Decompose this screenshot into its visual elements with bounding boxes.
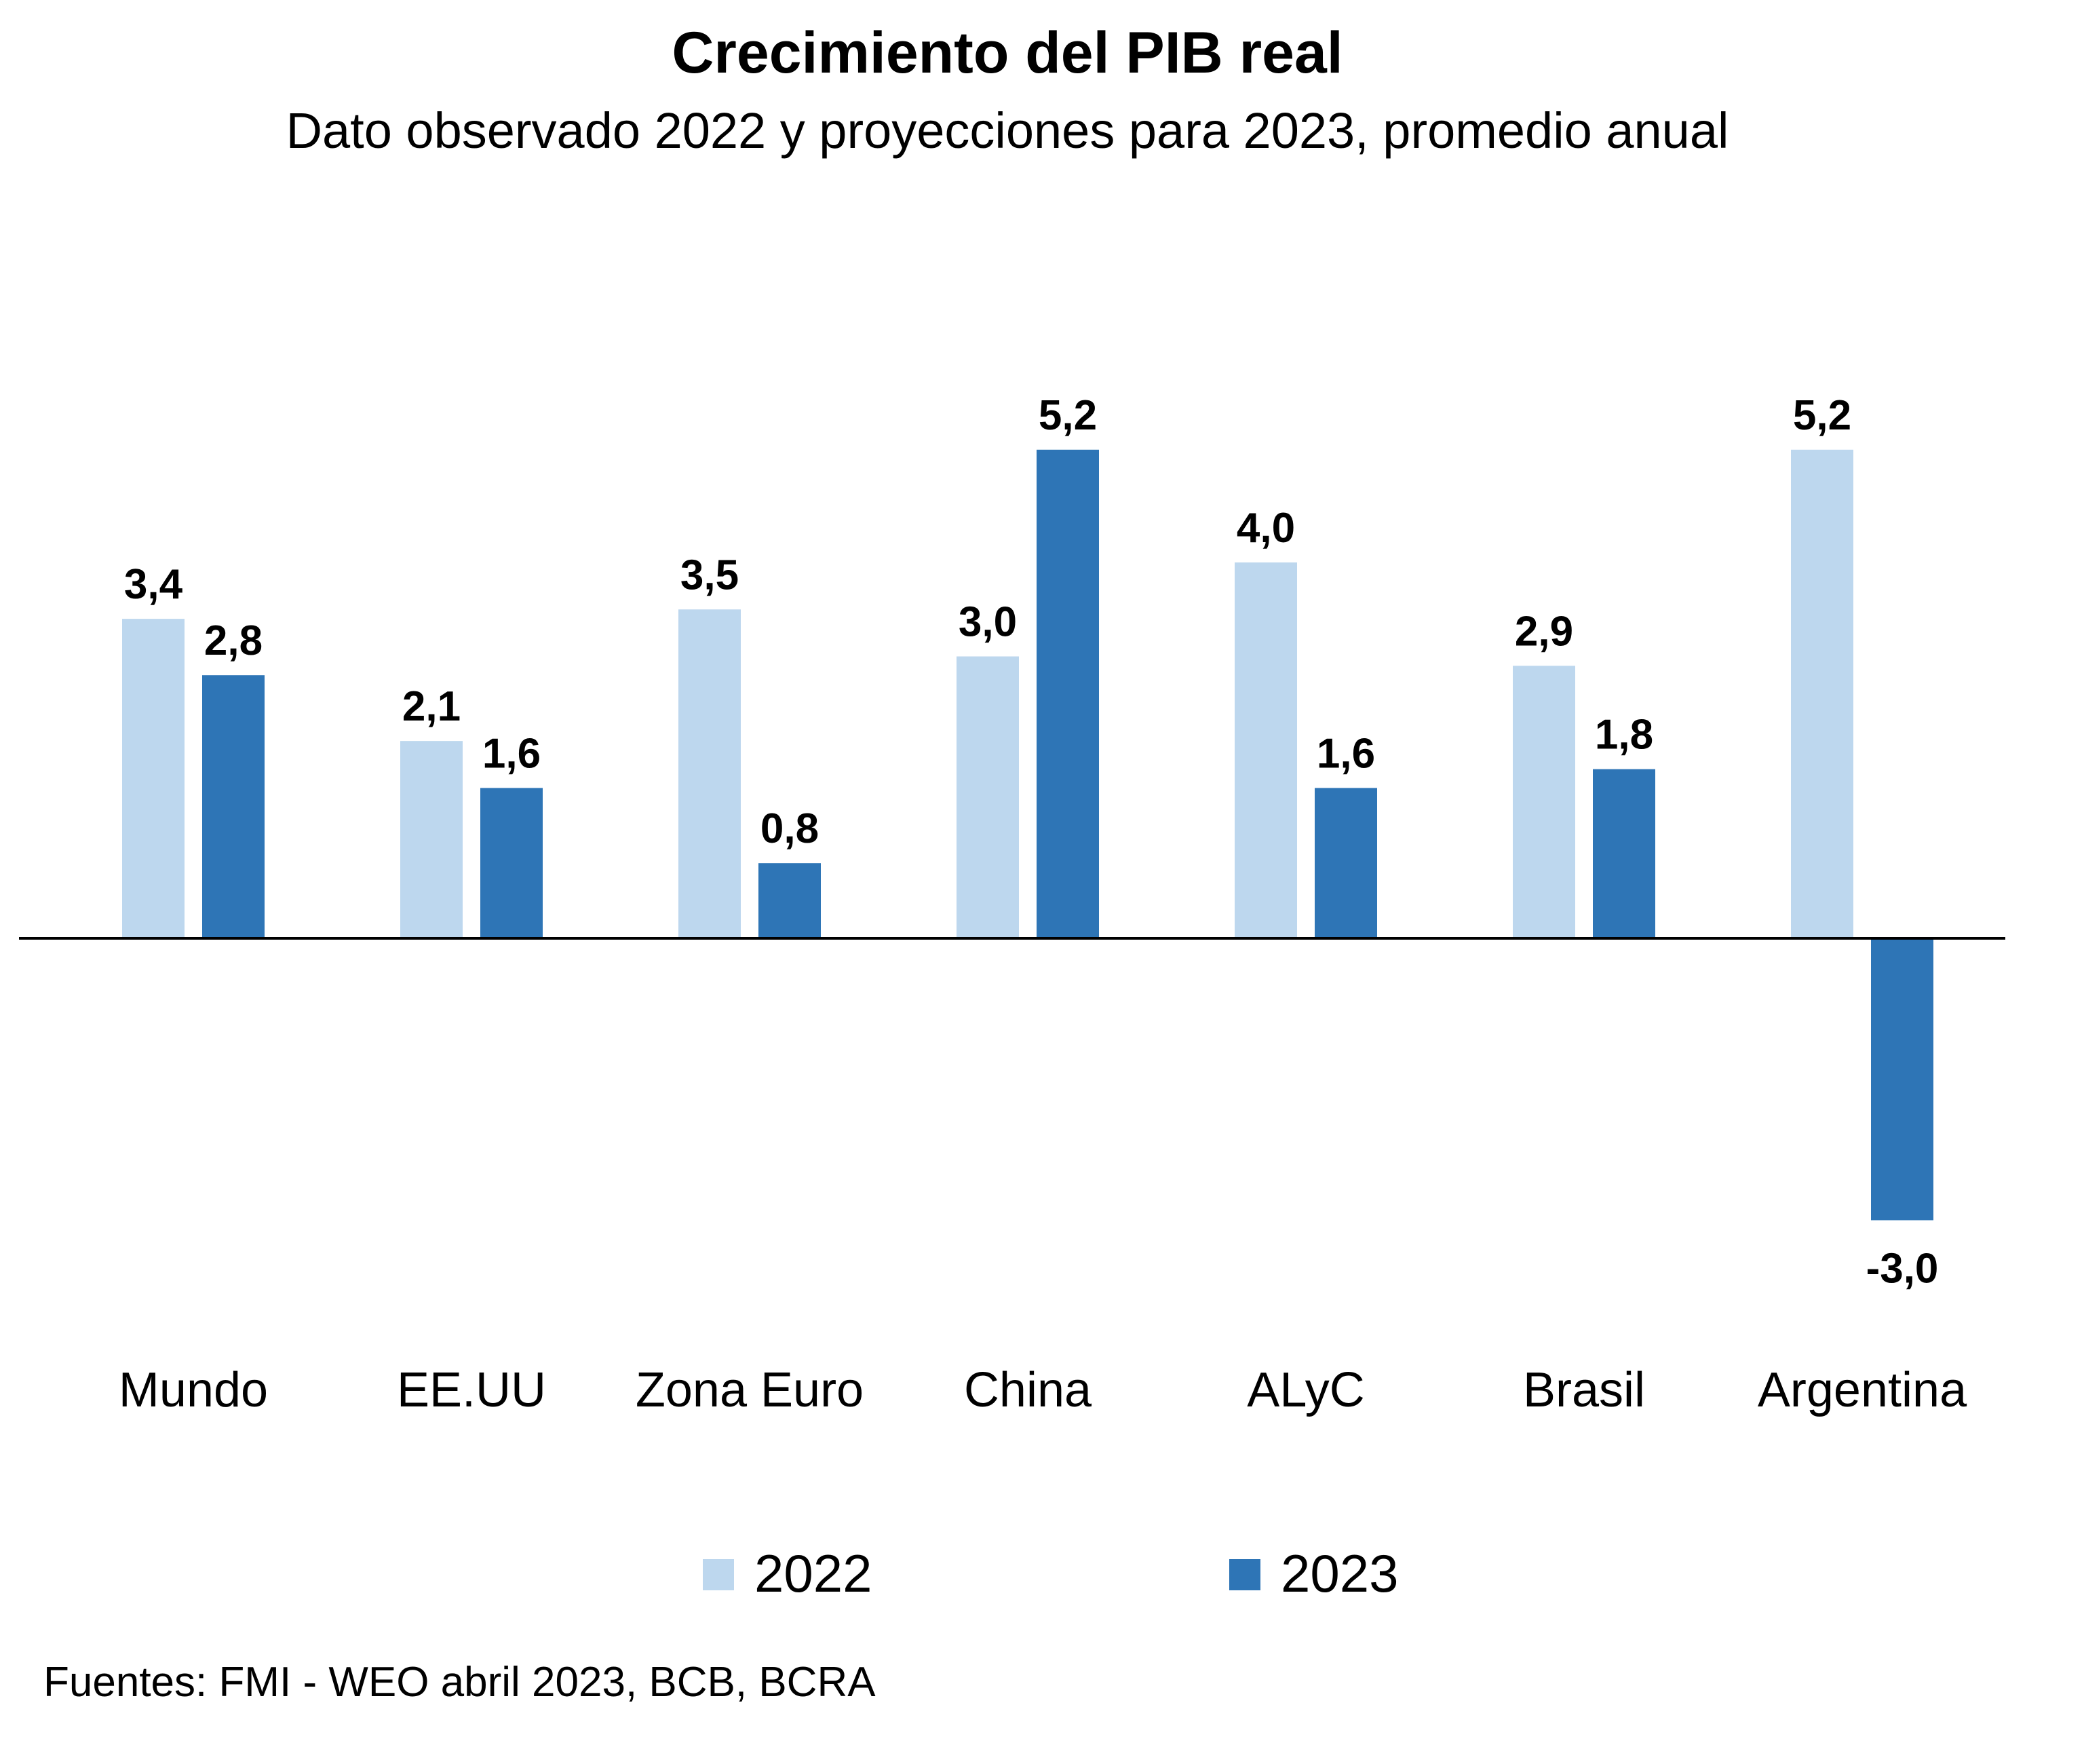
bar-2022-1 bbox=[400, 741, 463, 938]
data-label-2023-2: 0,8 bbox=[760, 805, 819, 852]
category-label-4: ALyC bbox=[1247, 1363, 1364, 1417]
data-label-2023-1: 1,6 bbox=[482, 730, 541, 777]
source-note: Fuentes: FMI - WEO abril 2023, BCB, BCRA bbox=[43, 1659, 876, 1706]
bar-2022-3 bbox=[957, 656, 1019, 938]
bar-2022-2 bbox=[678, 609, 741, 938]
data-label-2023-4: 1,6 bbox=[1317, 730, 1375, 777]
category-label-5: Brasil bbox=[1523, 1363, 1645, 1417]
data-label-2023-5: 1,8 bbox=[1595, 712, 1653, 759]
bar-2022-0 bbox=[122, 619, 185, 938]
category-label-6: Argentina bbox=[1758, 1363, 1967, 1417]
chart-title: Crecimiento del PIB real bbox=[672, 20, 1343, 85]
legend-swatch-2022 bbox=[703, 1559, 734, 1590]
data-label-2022-3: 3,0 bbox=[959, 599, 1017, 646]
data-label-2023-6: -3,0 bbox=[1866, 1246, 1939, 1292]
data-label-2023-0: 2,8 bbox=[204, 617, 263, 664]
data-label-2022-1: 2,1 bbox=[402, 683, 461, 730]
category-label-3: China bbox=[964, 1363, 1092, 1417]
legend-label-2022: 2022 bbox=[754, 1544, 872, 1603]
legend-swatch-2023 bbox=[1229, 1559, 1260, 1590]
data-label-2022-4: 4,0 bbox=[1237, 505, 1295, 552]
legend-label-2023: 2023 bbox=[1281, 1544, 1399, 1603]
category-label-1: EE.UU bbox=[397, 1363, 546, 1417]
data-label-2023-3: 5,2 bbox=[1039, 392, 1097, 439]
bar-2023-5 bbox=[1593, 769, 1655, 938]
bar-2022-5 bbox=[1513, 666, 1575, 938]
data-label-2022-5: 2,9 bbox=[1515, 608, 1573, 655]
chart-subtitle: Dato observado 2022 y proyecciones para … bbox=[286, 102, 1729, 159]
data-label-2022-2: 3,5 bbox=[680, 552, 739, 598]
bar-2023-1 bbox=[480, 788, 543, 938]
bar-2022-6 bbox=[1791, 449, 1853, 938]
bar-2023-2 bbox=[758, 863, 821, 938]
data-label-2022-0: 3,4 bbox=[124, 561, 183, 608]
bar-2023-4 bbox=[1315, 788, 1377, 938]
category-label-2: Zona Euro bbox=[636, 1363, 864, 1417]
bar-2023-3 bbox=[1037, 449, 1099, 938]
bar-2023-0 bbox=[202, 675, 265, 938]
data-label-2022-6: 5,2 bbox=[1793, 392, 1851, 439]
category-label-0: Mundo bbox=[119, 1363, 268, 1417]
bar-2022-4 bbox=[1235, 562, 1297, 938]
bar-2023-6 bbox=[1871, 938, 1933, 1221]
